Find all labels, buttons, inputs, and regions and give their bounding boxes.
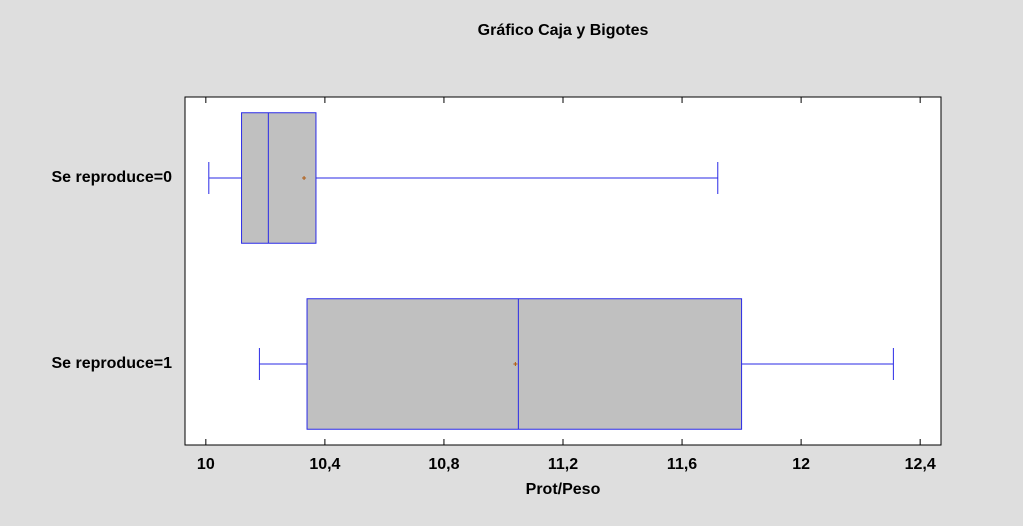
x-tick-label: 10 — [197, 456, 215, 473]
mean-marker — [302, 176, 307, 180]
x-tick-label: 11,6 — [667, 456, 697, 473]
y-tick-label: Se reproduce=1 — [52, 355, 173, 372]
x-tick-label: 12 — [792, 456, 810, 473]
chart-title: Gráfico Caja y Bigotes — [478, 22, 649, 39]
y-tick-label: Se reproduce=0 — [52, 169, 173, 186]
x-tick-label: 10,8 — [428, 456, 459, 473]
x-tick-label: 12,4 — [905, 456, 936, 473]
x-tick-label: 11,2 — [548, 456, 578, 473]
mean-marker — [513, 362, 518, 366]
x-axis-label: Prot/Peso — [526, 481, 601, 498]
box — [306, 298, 743, 430]
x-tick-label: 10,4 — [309, 456, 340, 473]
